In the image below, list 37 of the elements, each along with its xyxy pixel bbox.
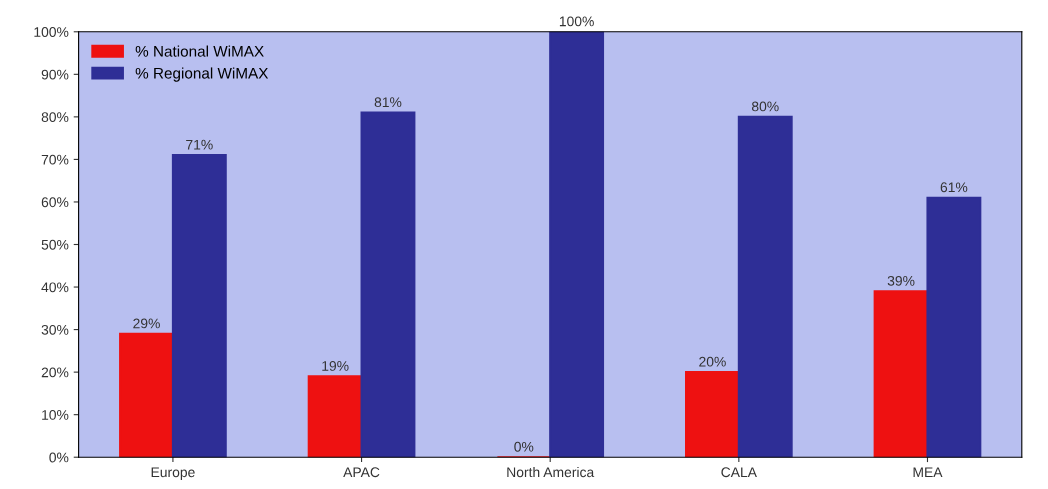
x-tick-label: CALA — [721, 467, 757, 478]
data-label: 0% — [514, 441, 534, 452]
bar — [119, 332, 174, 458]
bar — [926, 196, 982, 458]
y-tick-label: 90% — [41, 69, 69, 80]
y-tick-label: 80% — [41, 112, 69, 123]
bar — [307, 375, 363, 458]
bar — [171, 154, 227, 458]
y-tick-label: 60% — [41, 197, 69, 208]
legend-label: % National WiMAX — [135, 45, 264, 57]
data-label: 80% — [751, 101, 779, 112]
y-tick-label: 30% — [41, 324, 69, 335]
x-tick-label: North America — [507, 466, 595, 478]
y-tick-label: 100% — [34, 27, 69, 37]
legend-label: % Regional WiMAX — [135, 67, 269, 82]
y-tick-label: 70% — [41, 154, 69, 165]
data-label: 29% — [133, 318, 160, 329]
data-label: 19% — [322, 361, 349, 371]
bar — [549, 31, 605, 458]
y-tick-label: 0% — [49, 452, 69, 463]
x-tick-label: Europe — [151, 467, 195, 480]
data-label: 71% — [186, 139, 213, 150]
bar — [737, 115, 793, 458]
y-tick-label: 50% — [41, 239, 69, 250]
bar — [360, 111, 416, 458]
data-label: 39% — [887, 275, 915, 286]
y-tick-label: 20% — [41, 367, 69, 378]
bar — [873, 290, 929, 458]
bar — [684, 371, 740, 458]
data-label: 61% — [940, 182, 968, 193]
x-tick-label: MEA — [913, 467, 943, 477]
data-label: 81% — [374, 97, 402, 108]
data-label: 20% — [699, 356, 726, 367]
y-tick-label: 40% — [41, 282, 69, 293]
x-tick-label: APAC — [343, 467, 380, 478]
data-label: 100% — [559, 16, 594, 27]
y-tick-label: 10% — [42, 410, 69, 420]
